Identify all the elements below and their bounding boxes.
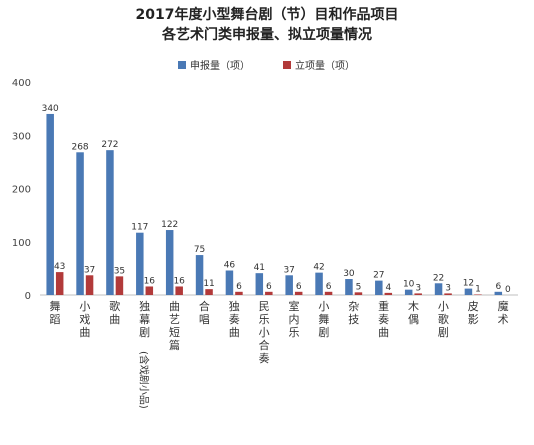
bar [444, 293, 452, 295]
x-tick-sublabel: (含戏剧小品) [138, 351, 151, 409]
bar [255, 273, 264, 295]
x-tick-label: 民乐小合奏 [259, 300, 270, 365]
x-tick-label: 小歌剧 [438, 300, 449, 339]
bar [384, 292, 393, 295]
x-tick-label: 小舞剧 [318, 300, 329, 339]
bar [235, 291, 243, 295]
bar [294, 291, 303, 295]
y-tick-label: 100 [12, 238, 31, 249]
data-label: 11 [203, 279, 214, 289]
bar [106, 150, 114, 295]
data-label: 4 [385, 283, 391, 293]
data-label: 35 [114, 266, 125, 276]
bar [434, 283, 443, 295]
bar [324, 291, 333, 295]
bar [136, 232, 144, 295]
data-label: 43 [54, 262, 65, 272]
legend-label: 申报量（项） [190, 59, 250, 72]
x-tick-label: 歌曲 [109, 299, 120, 326]
bar [115, 276, 124, 295]
data-label: 1 [475, 284, 481, 294]
x-tick-label: 舞蹈 [49, 300, 60, 326]
bar [46, 113, 54, 295]
data-label: 6 [266, 282, 272, 292]
y-tick-label: 400 [12, 78, 31, 89]
x-tick-label: 室内乐 [288, 299, 299, 339]
bar [225, 270, 234, 295]
x-tick-label: 魔术 [498, 299, 509, 326]
bar [76, 152, 84, 295]
data-label: 30 [343, 269, 355, 279]
data-label: 6 [296, 282, 302, 292]
data-label: 122 [161, 220, 178, 230]
x-tick-label: 皮影 [468, 300, 479, 326]
data-label: 5 [356, 282, 362, 292]
data-label: 340 [42, 104, 59, 114]
bar [404, 289, 413, 295]
data-label: 3 [445, 283, 451, 293]
data-label: 16 [144, 276, 156, 286]
bar [85, 275, 94, 295]
bar [414, 293, 422, 295]
data-label: 268 [71, 142, 88, 152]
legend-swatch [178, 61, 186, 69]
data-label: 0 [505, 285, 511, 295]
x-tick-label: 独奏曲 [229, 300, 240, 339]
data-label: 42 [313, 263, 324, 273]
bar [375, 280, 383, 295]
bar [464, 288, 473, 295]
bar [165, 230, 174, 295]
bar [145, 286, 154, 295]
legend-label: 立项量（项） [295, 59, 355, 72]
data-label: 27 [373, 271, 384, 281]
x-tick-label: 小戏曲 [79, 300, 90, 339]
x-tick-label: 独幕剧 [139, 300, 150, 339]
bar [195, 255, 204, 295]
data-label: 12 [463, 279, 474, 289]
data-label: 75 [194, 245, 205, 255]
data-label: 3 [415, 283, 421, 293]
legend-swatch [283, 61, 291, 69]
y-tick-label: 300 [12, 131, 31, 142]
bar [345, 279, 353, 295]
data-label: 272 [101, 140, 118, 150]
bar [494, 291, 503, 295]
chart-title-line2: 各艺术门类申报量、拟立项量情况 [162, 27, 372, 43]
data-label: 37 [283, 265, 294, 275]
x-tick-label: 木偶 [408, 300, 419, 326]
data-label: 117 [131, 223, 148, 233]
chart-title-line1: 2017年度小型舞台剧（节）目和作品项目 [135, 7, 399, 23]
bar [175, 286, 183, 295]
x-tick-label: 曲艺短篇 [169, 300, 180, 352]
bar [474, 294, 482, 295]
bar [205, 289, 213, 295]
data-label: 22 [433, 273, 444, 283]
y-tick-label: 200 [12, 185, 31, 196]
data-label: 46 [224, 261, 236, 271]
data-label: 6 [326, 282, 332, 292]
x-tick-label: 杂技 [348, 300, 359, 326]
x-tick-label: 合唱 [199, 299, 210, 326]
bar [265, 291, 273, 295]
x-tick-label: 重奏曲 [378, 299, 389, 339]
data-label: 10 [403, 280, 415, 290]
data-label: 37 [84, 265, 95, 275]
data-label: 41 [254, 263, 265, 273]
y-tick-label: 0 [25, 291, 31, 302]
bar [354, 292, 363, 295]
bar [55, 272, 64, 295]
data-label: 6 [495, 282, 501, 292]
data-label: 6 [236, 282, 242, 292]
data-label: 16 [173, 276, 185, 286]
bar [285, 275, 293, 295]
bar [315, 272, 323, 295]
